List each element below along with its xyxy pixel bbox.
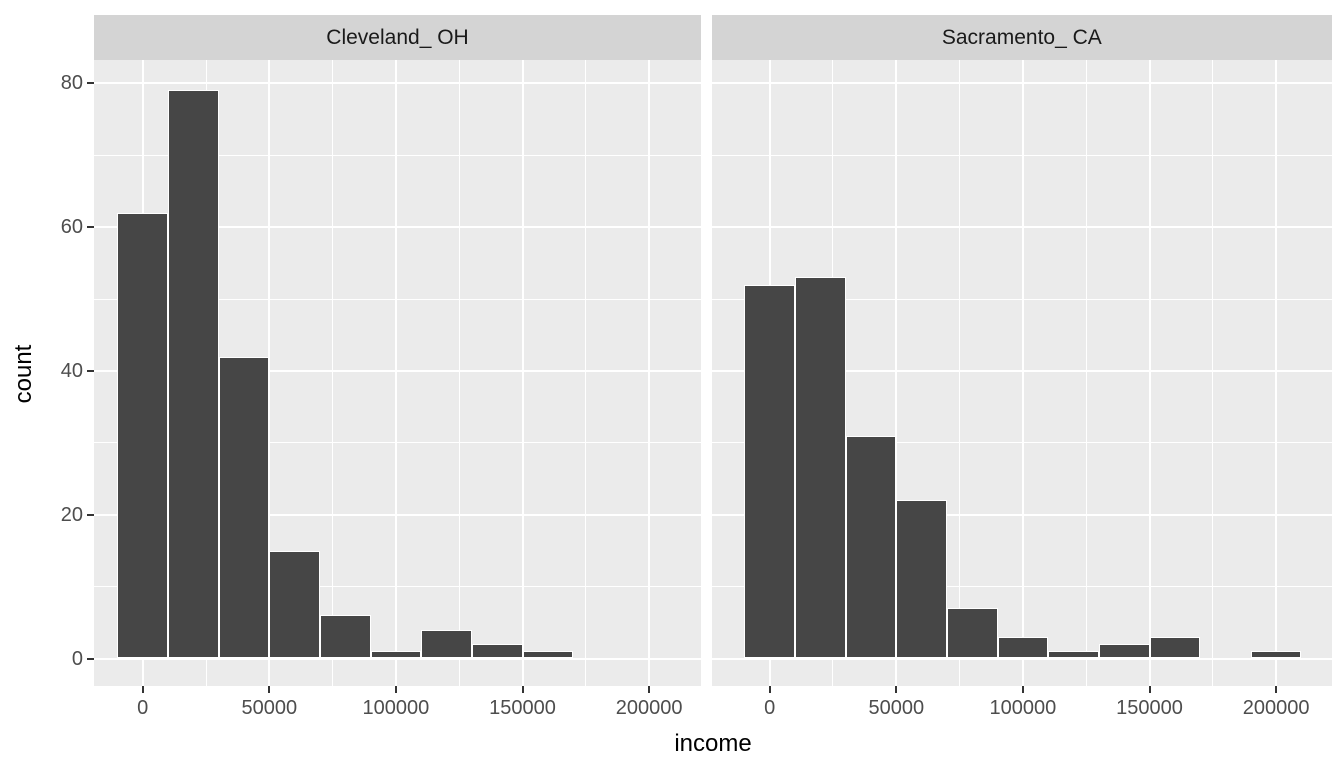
x-tick-mark (141, 686, 144, 693)
y-tick-mark (87, 657, 94, 660)
histogram-bar (1149, 636, 1201, 659)
gridline-major-y (94, 226, 701, 229)
x-tick-mark (895, 686, 898, 693)
x-tick-label: 200000 (615, 697, 683, 719)
gridline-minor-y (94, 442, 701, 444)
gridline-major-y (94, 369, 701, 372)
gridline-minor-x (959, 60, 961, 686)
histogram-bar (168, 90, 219, 659)
facet-strip-sacramento: Sacramento_ CA (711, 15, 1332, 60)
x-tick-mark (1021, 686, 1024, 693)
y-tick-label: 60 (60, 216, 83, 239)
gridline-minor-y (711, 442, 1332, 444)
y-tick-label: 0 (71, 647, 83, 670)
gridline-major-x (648, 60, 651, 686)
gridline-major-y (94, 513, 701, 516)
histogram-bar (1048, 651, 1099, 659)
histogram-bar (946, 608, 998, 659)
y-axis-title: count (10, 344, 37, 404)
histogram-bar (997, 636, 1049, 659)
gridline-major-x (394, 60, 397, 686)
y-tick-label: 40 (60, 359, 83, 382)
histogram-bar (218, 356, 270, 659)
gridline-major-y (94, 657, 701, 660)
histogram-bar (522, 651, 574, 659)
gridline-minor-x (1085, 60, 1087, 686)
histogram-bar (744, 284, 795, 659)
x-tick-label: 100000 (989, 697, 1057, 719)
gridline-minor-y (94, 154, 701, 156)
y-tick-mark (87, 82, 94, 85)
y-tick-mark (87, 513, 94, 516)
facet-strip-cleveland: Cleveland_ OH (94, 15, 701, 60)
x-tick-mark (648, 686, 651, 693)
gridline-major-x (268, 60, 271, 686)
gridline-major-y (711, 657, 1332, 660)
histogram-bar (795, 277, 846, 659)
x-tick-mark (521, 686, 524, 693)
x-tick-mark (1275, 686, 1278, 693)
gridline-major-y (711, 369, 1332, 372)
gridline-major-x (1148, 60, 1151, 686)
gridline-minor-x (585, 60, 587, 686)
gridline-minor-x (458, 60, 460, 686)
gridline-minor-x (332, 60, 334, 686)
y-tick-label: 80 (60, 72, 83, 95)
y-tick-mark (87, 226, 94, 229)
gridline-major-x (1275, 60, 1278, 686)
x-tick-label: 50000 (241, 697, 298, 719)
gridline-major-y (711, 513, 1332, 516)
histogram-bar (421, 629, 472, 659)
gridline-major-y (711, 82, 1332, 85)
gridline-minor-y (94, 298, 701, 300)
histogram-bar (269, 550, 320, 659)
histogram-bar (370, 651, 422, 659)
facet-strip-label: Cleveland_ OH (326, 25, 469, 49)
gridline-major-x (521, 60, 524, 686)
gridline-minor-y (94, 586, 701, 588)
y-tick-mark (87, 369, 94, 372)
panel-sacramento (711, 60, 1332, 686)
x-tick-label: 150000 (489, 697, 556, 719)
gridline-major-x (1021, 60, 1024, 686)
x-tick-label: 100000 (362, 697, 430, 719)
histogram-bar (1098, 644, 1150, 659)
histogram-bar (1250, 651, 1302, 659)
x-tick-mark (1148, 686, 1151, 693)
gridline-minor-y (711, 298, 1332, 300)
histogram-bar (845, 435, 897, 659)
histogram-bar (319, 615, 371, 659)
histogram-bar (117, 212, 169, 659)
gridline-major-y (94, 82, 701, 85)
gridline-minor-x (1212, 60, 1214, 686)
histogram-bar (896, 500, 947, 659)
x-tick-label: 50000 (868, 697, 925, 719)
x-tick-mark (268, 686, 271, 693)
gridline-major-x (895, 60, 898, 686)
gridline-major-y (711, 226, 1332, 229)
y-tick-label: 20 (60, 503, 83, 526)
x-axis-title: income (674, 730, 752, 757)
panel-cleveland (94, 60, 701, 686)
x-tick-mark (768, 686, 771, 693)
facet-strip-label: Sacramento_ CA (941, 25, 1102, 49)
x-tick-mark (394, 686, 397, 693)
x-tick-label: 0 (137, 697, 149, 719)
gridline-minor-y (711, 586, 1332, 588)
x-tick-label: 150000 (1116, 697, 1183, 719)
x-tick-label: 200000 (1242, 697, 1310, 719)
gridline-minor-y (711, 154, 1332, 156)
histogram-bar (471, 644, 523, 659)
x-tick-label: 0 (764, 697, 776, 719)
